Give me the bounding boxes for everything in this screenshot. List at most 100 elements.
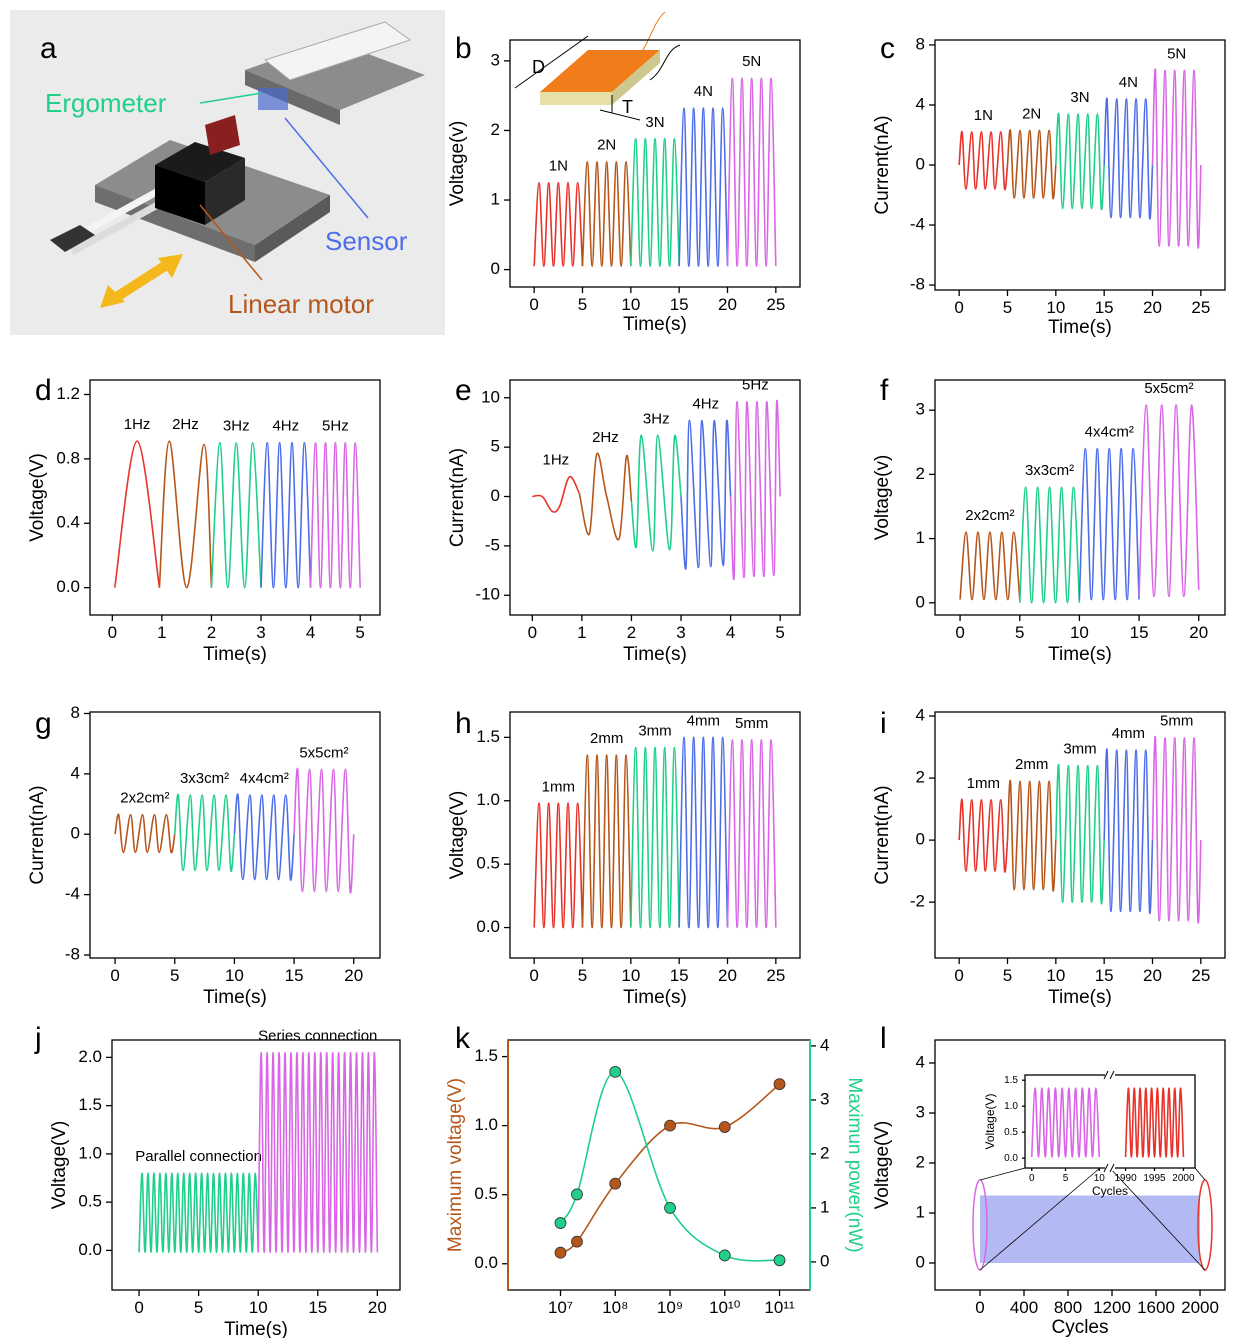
y-tick-label: -8 — [910, 275, 925, 294]
plot-frame — [507, 1039, 811, 1291]
x-tick-label: 5 — [578, 295, 587, 314]
series-label: 5N — [1167, 45, 1186, 62]
series-label: 5x5cm² — [1144, 380, 1193, 397]
line — [959, 531, 1021, 601]
line — [958, 131, 1009, 191]
line — [257, 1051, 379, 1254]
line — [1151, 68, 1202, 249]
y-axis-label: Voltage(V) — [983, 1093, 997, 1149]
y2-tick-label: 1 — [820, 1197, 829, 1216]
x-tick-label: 1990 — [1114, 1173, 1137, 1184]
y-tick-label: 10 — [481, 387, 500, 406]
series-label: 4mm — [687, 712, 720, 729]
y-tick-label: 1.0 — [78, 1143, 102, 1162]
y-axis-label: Current(nA) — [27, 785, 48, 884]
motor-front — [155, 165, 205, 225]
plot-frame — [89, 379, 381, 616]
x-axis-label: Time(s) — [203, 987, 267, 1008]
series-label: 2mm — [590, 730, 623, 747]
axis-break-mark — [1103, 1163, 1109, 1173]
x-tick-label: 10⁷ — [548, 1298, 573, 1317]
line — [630, 746, 680, 929]
zoom-line — [979, 1167, 1026, 1181]
x-tick-label: 25 — [1191, 298, 1210, 317]
series-label: 5Hz — [742, 377, 769, 394]
x-tick-label: 0 — [134, 1298, 143, 1317]
x-tick-label: 20 — [718, 295, 737, 314]
x-tick-label: 3 — [676, 623, 685, 642]
x-tick-label: 20 — [344, 966, 363, 985]
y-axis-label: Current(nA) — [447, 448, 468, 547]
panel-label: b — [455, 32, 472, 65]
y-tick-label: 2 — [916, 464, 925, 483]
line — [1151, 735, 1202, 924]
x-tick-label: 1600 — [1137, 1298, 1175, 1317]
x-tick-label: 10 — [249, 1298, 268, 1317]
y-tick-label: 1.5 — [78, 1095, 102, 1114]
x-tick-label: 3 — [256, 623, 265, 642]
line — [1078, 447, 1140, 601]
panel-label: c — [880, 32, 895, 65]
y-tick-label: 1.5 — [476, 727, 500, 746]
x-tick-label: 15 — [670, 295, 689, 314]
line — [113, 440, 161, 588]
marker — [664, 1119, 676, 1132]
x-tick-label: 20 — [1143, 298, 1162, 317]
line — [138, 1172, 260, 1254]
y-tick-label: 0.5 — [476, 854, 500, 873]
label-sensor: Sensor — [325, 226, 408, 256]
leader-line — [284, 117, 369, 219]
clamp — [205, 115, 240, 155]
y-tick-label: 0.0 — [474, 1253, 498, 1272]
y-axis-label: Voltage(V) — [27, 453, 48, 542]
series-label: 2x2cm² — [965, 507, 1014, 524]
axis-break-mark — [1103, 1070, 1109, 1080]
x-tick-label: 5 — [194, 1298, 203, 1317]
y-tick-label: 1.2 — [56, 384, 80, 403]
panel-label: d — [35, 374, 52, 407]
line — [1006, 129, 1057, 200]
panel-label: i — [880, 707, 887, 740]
series-label: 5Hz — [322, 418, 349, 435]
y-tick-label: 4 — [916, 1052, 925, 1071]
y-tick-label: 0 — [71, 824, 80, 843]
line — [1006, 779, 1057, 892]
x-tick-label: 15 — [1095, 966, 1114, 985]
wire — [649, 44, 681, 81]
y2-tick-label: 2 — [820, 1143, 829, 1162]
line — [630, 137, 680, 267]
x-tick-label: 15 — [1130, 623, 1149, 642]
y-tick-label: 0.5 — [474, 1184, 498, 1203]
y-tick-label: 0 — [491, 259, 500, 278]
line — [114, 813, 176, 854]
y-tick-label: 3 — [491, 50, 500, 69]
y-tick-label: 1.0 — [476, 790, 500, 809]
line — [233, 793, 295, 881]
x-tick-label: 1 — [577, 623, 586, 642]
y-axis-label: Voltage(v) — [872, 455, 893, 541]
rail-end — [50, 225, 95, 252]
x-tick-label: 15 — [1095, 298, 1114, 317]
series-label: 2mm — [1015, 756, 1048, 773]
ergometer-body — [263, 21, 412, 81]
x-axis-label: Time(s) — [1048, 317, 1112, 338]
x-tick-label: 0 — [528, 623, 537, 642]
line — [726, 77, 777, 267]
series-label: 2Hz — [592, 429, 619, 446]
series-label: 4N — [1119, 74, 1138, 91]
plot-frame — [509, 39, 801, 288]
x-tick-label: 25 — [766, 966, 785, 985]
slab-side — [612, 50, 660, 105]
line — [678, 736, 729, 929]
panel-label: a — [40, 32, 57, 65]
x-tick-label: 0 — [529, 966, 538, 985]
series-label: 3x3cm² — [1025, 462, 1074, 479]
plot-frame — [934, 711, 1226, 959]
right-platform-side — [245, 70, 340, 125]
x-tick-label: 10 — [1070, 623, 1089, 642]
x-tick-label: 5 — [775, 623, 784, 642]
y-tick-label: -2 — [910, 892, 925, 911]
x-tick-label: 1200 — [1093, 1298, 1131, 1317]
line — [729, 399, 781, 581]
